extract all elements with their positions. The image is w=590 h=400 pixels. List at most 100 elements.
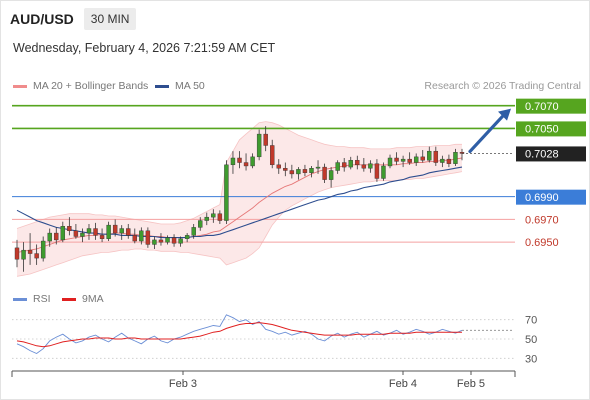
candle-body <box>348 160 353 168</box>
candle-body <box>250 156 255 167</box>
legend-rsi: RSI <box>13 293 51 305</box>
candle-body <box>158 239 164 243</box>
candle-body <box>237 157 242 163</box>
rsi-swatch <box>13 297 27 301</box>
candle-body <box>198 220 203 228</box>
currency-pair: AUD/USD <box>10 11 74 27</box>
level-label-resistance: 0.7050 <box>525 124 559 136</box>
candle-body <box>328 170 334 180</box>
datetime-stamp: Wednesday, February 4, 2026 7:21:59 AM C… <box>13 41 276 55</box>
candle-body <box>106 224 111 239</box>
bollinger-band-area <box>17 121 462 277</box>
research-credit: Research © 2026 Trading Central <box>424 80 581 92</box>
candle-body <box>355 160 360 166</box>
legend-9ma: 9MA <box>62 293 104 305</box>
candle-body <box>165 237 170 243</box>
x-tick-label: Feb 5 <box>457 378 485 390</box>
legend-ma50-label: MA 50 <box>175 80 205 92</box>
candle-body <box>60 226 66 241</box>
candle-body <box>283 168 288 171</box>
x-tick-label: Feb 3 <box>169 378 197 390</box>
level-tag-resistance <box>516 98 586 114</box>
candle-body <box>99 235 105 239</box>
candle-body <box>413 156 419 163</box>
rsi-tick-label: 70 <box>525 315 537 327</box>
candle-body <box>27 249 33 254</box>
candle-body <box>276 164 281 169</box>
candle-body <box>322 166 327 180</box>
candle-body <box>54 232 59 241</box>
candle-body <box>139 230 144 242</box>
bollinger-lower-line <box>16 171 463 277</box>
candle-body <box>80 232 85 237</box>
level-label-support: 0.6970 <box>525 214 559 226</box>
candle-body <box>368 163 373 169</box>
candle-body <box>152 239 157 245</box>
legend-ma20: MA 20 + Bollinger Bands <box>13 80 148 92</box>
candle-body <box>230 157 236 166</box>
candle-body <box>243 162 249 167</box>
candle-body <box>178 238 183 244</box>
candle-body <box>270 145 275 166</box>
candle-body <box>217 213 223 221</box>
ma20-swatch <box>13 84 27 88</box>
candle-body <box>400 158 406 162</box>
forecast-arrow-shaft <box>468 112 507 154</box>
rsi-tick-label: 30 <box>525 353 537 365</box>
candle-body <box>394 157 399 162</box>
level-tag-current <box>516 146 586 162</box>
candle-body <box>459 152 465 154</box>
candle-body <box>309 168 314 173</box>
forecast-arrow-head <box>498 108 511 121</box>
candle-body <box>112 224 118 234</box>
candle-body <box>427 150 432 161</box>
candle-body <box>14 247 20 260</box>
candle-body <box>145 230 151 245</box>
candle-body <box>211 213 216 218</box>
candle-body <box>335 162 340 171</box>
rsi-line <box>16 314 463 355</box>
candle-body <box>381 165 386 179</box>
ma9-swatch <box>62 297 76 301</box>
header: AUD/USD 30 MIN <box>10 8 137 30</box>
candle-body <box>204 216 209 221</box>
x-tick-label: Feb 4 <box>389 378 417 390</box>
timeframe-badge[interactable]: 30 MIN <box>83 8 137 30</box>
legend-rsi-label: RSI <box>33 293 51 305</box>
candle-body <box>256 133 262 158</box>
candle-body <box>407 158 412 163</box>
legend-ma20-label: MA 20 + Bollinger Bands <box>33 80 149 92</box>
candle-body <box>263 133 268 146</box>
candle-body <box>34 253 39 259</box>
candle-body <box>40 240 46 259</box>
legend-9ma-label: 9MA <box>82 293 104 305</box>
candle-body <box>47 232 52 242</box>
candle-body <box>119 228 124 234</box>
candle-body <box>453 152 458 164</box>
candle-body <box>184 235 190 239</box>
legend-ma50: MA 50 <box>155 80 205 92</box>
rsi-tick-label: 50 <box>525 334 537 346</box>
level-tag-resistance <box>516 121 586 137</box>
bollinger-upper-line <box>16 121 462 229</box>
level-label-current: 0.7028 <box>525 149 559 161</box>
candle-body <box>342 162 347 168</box>
candle-body <box>289 170 295 175</box>
candle-body <box>440 158 445 163</box>
candle-body <box>302 169 308 173</box>
level-label-resistance: 0.7070 <box>525 101 559 113</box>
candle-body <box>132 235 137 242</box>
candle-body <box>126 228 131 236</box>
candle-body <box>374 163 380 179</box>
candle-body <box>361 164 367 169</box>
level-label-pivot: 0.6990 <box>525 192 559 204</box>
candle-body <box>420 156 425 161</box>
ma50-swatch <box>155 84 169 88</box>
rsi-9ma-line <box>16 322 462 348</box>
candle-body <box>315 166 321 169</box>
candle-body <box>67 226 72 232</box>
candle-body <box>433 150 439 163</box>
candle-body <box>93 228 98 236</box>
level-label-support: 0.6950 <box>525 237 559 249</box>
